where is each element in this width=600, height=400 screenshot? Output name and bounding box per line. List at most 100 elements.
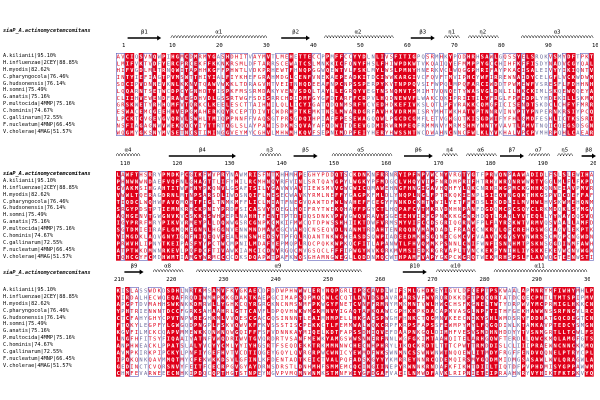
residue: F (308, 207, 311, 213)
residue: H (208, 316, 211, 322)
residue: G (508, 351, 511, 357)
residue: V (526, 364, 530, 370)
residue: R (194, 103, 198, 109)
residue: Q (167, 103, 170, 109)
residue: I (526, 344, 529, 350)
residue: G (258, 344, 261, 350)
residue: N (299, 179, 302, 185)
residue: N (549, 61, 552, 67)
residue: D (503, 330, 506, 336)
residue: D (271, 337, 274, 343)
residue: Y (262, 371, 266, 377)
residue: P (185, 110, 189, 116)
residue: A (513, 172, 517, 178)
residue: L (485, 302, 488, 308)
residue: R (563, 110, 567, 116)
residue: S (408, 248, 411, 254)
similar-column-box (343, 53, 353, 136)
residue: Y (494, 123, 498, 129)
residue: R (381, 130, 385, 136)
residue: T (176, 255, 180, 261)
similar-column-box (302, 287, 312, 377)
residue: F (581, 193, 584, 199)
residue: R (549, 130, 553, 136)
residue: V (494, 228, 498, 234)
residue: F (312, 130, 315, 136)
residue: M (408, 110, 412, 116)
residue: D (508, 330, 511, 336)
residue: K (485, 228, 489, 234)
residue: G (367, 207, 370, 213)
residue: S (563, 172, 566, 178)
residue: E (572, 172, 575, 178)
residue: A (399, 330, 403, 336)
residue: P (153, 351, 156, 357)
residue: I (203, 130, 206, 136)
residue: S (221, 89, 224, 95)
residue: L (349, 316, 352, 322)
residue: Y (271, 351, 275, 357)
residue: C (230, 255, 233, 261)
residue: M (585, 344, 589, 350)
residue: F (467, 130, 470, 136)
residue: L (449, 228, 452, 234)
residue: F (235, 89, 238, 95)
residue: G (189, 110, 192, 116)
residue: A (508, 288, 512, 294)
residue: L (230, 309, 233, 315)
residue: C (162, 316, 165, 322)
residue: C (472, 228, 475, 234)
residue: V (444, 248, 448, 254)
residue: M (517, 82, 521, 88)
residue: W (144, 200, 148, 206)
residue: T (235, 96, 239, 102)
residue: H (526, 309, 529, 315)
residue: T (472, 295, 476, 301)
residue: T (321, 207, 325, 213)
residue: Q (299, 207, 302, 213)
residue: V (381, 330, 385, 336)
residue: E (371, 337, 374, 343)
residue: H (440, 54, 443, 60)
residue: C (567, 248, 570, 254)
residue: Y (226, 110, 230, 116)
residue: F (290, 235, 293, 241)
residue: Y (326, 89, 330, 95)
residue: C (321, 323, 324, 329)
residue: R (217, 123, 221, 129)
residue: P (417, 309, 420, 315)
residue: E (331, 207, 334, 213)
residue: N (285, 316, 288, 322)
residue: N (294, 82, 297, 88)
residue: C (567, 323, 570, 329)
sequence-name: G.anatis|75.16% (3, 219, 50, 226)
residue: R (403, 323, 407, 329)
residue: G (130, 235, 133, 241)
residue: T (194, 288, 198, 294)
residue: P (235, 241, 239, 247)
residue: H (353, 344, 356, 350)
residue: K (499, 235, 503, 241)
residue: P (117, 241, 121, 247)
residue: N (312, 371, 315, 377)
residue: F (217, 351, 220, 357)
residue: Y (271, 207, 275, 213)
residue: L (522, 255, 526, 261)
residue: P (572, 371, 576, 377)
residue: L (285, 103, 288, 109)
residue: E (176, 130, 179, 136)
residue: N (485, 110, 488, 116)
residue: L (513, 344, 516, 350)
residue: Y (503, 302, 507, 308)
residue: Q (326, 228, 329, 234)
residue: E (353, 123, 356, 129)
residue: D (280, 110, 283, 116)
similar-column-box (343, 171, 349, 261)
residue: A (440, 228, 444, 234)
residue: P (208, 323, 211, 329)
residue: S (262, 344, 265, 350)
residue: Q (308, 241, 311, 247)
residue: W (390, 288, 394, 294)
residue: D (349, 123, 352, 129)
residue: G (344, 309, 347, 315)
